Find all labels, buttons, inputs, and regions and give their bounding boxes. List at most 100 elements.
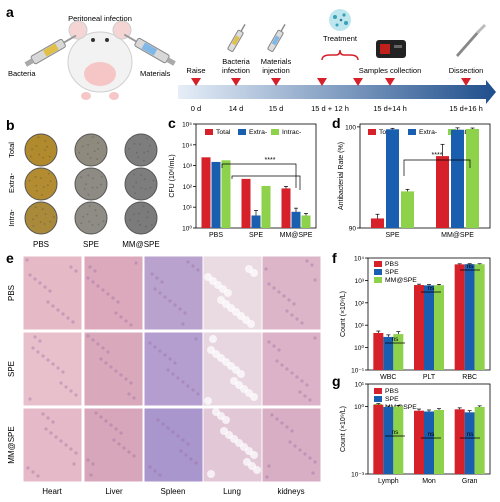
imaging-system-icon: [376, 40, 406, 58]
chart-c-legend-label-0: Total: [216, 129, 231, 136]
plate-dot-2-2-6: [142, 205, 145, 208]
tile-texture-1-1-10: [132, 396, 136, 400]
plate-dot-2-0-6: [34, 206, 37, 209]
tile-texture-0-0-6: [61, 312, 65, 316]
plate-dot-0-2-0: [143, 151, 146, 154]
chart-f-xtick-label-1: PLT: [423, 374, 436, 381]
tile-texture-1-1-4: [96, 342, 100, 346]
chart-g-bar-0-1: [383, 407, 394, 474]
chart-c-tick-label-3: 10²: [183, 184, 193, 191]
chart-c-legend-swatch-0: [205, 129, 213, 135]
tile-texture-1-1-5: [119, 373, 123, 377]
chart-c-tick-label-2: 10³: [183, 163, 193, 170]
tile-texture-2-0-7: [59, 439, 63, 443]
plate-dot-1-1-1: [91, 186, 94, 189]
chart-g-xtick-label-2: Gran: [462, 478, 478, 485]
timeline-marker-2: [271, 78, 281, 86]
tile-texture-1-2-4: [163, 353, 167, 357]
chart-c-bar-2-2: [301, 215, 311, 228]
chart-f-bar-1-0: [414, 285, 424, 370]
plate-dot-0-1-8: [97, 142, 99, 144]
tile-texture-0-1-9: [96, 284, 100, 288]
timeline-marker-0: [191, 78, 201, 86]
tile-texture-0-2-4: [150, 272, 154, 276]
tile-texture-0-3-8: [204, 273, 212, 281]
tile-texture-2-4-4: [308, 456, 312, 460]
tile-texture-1-0-2: [33, 335, 37, 339]
tile-texture-0-2-10: [186, 260, 190, 264]
step-label-bacteria-infection-2: infection: [222, 66, 250, 75]
plate-dot-1-1-8: [100, 175, 103, 178]
tile-texture-0-4-11: [290, 313, 294, 317]
timeline-marker-3: [317, 78, 327, 86]
histo-col-label-liver: Liver: [105, 487, 123, 496]
panel-label-d: d: [332, 115, 341, 131]
tile-texture-1-2-7: [181, 380, 185, 384]
tile-texture-2-1-13: [112, 438, 116, 442]
tile-texture-2-1-9: [122, 446, 126, 450]
chart-g-tick-label-2: 10⁻³: [351, 472, 365, 479]
chart-c-bar-2-0: [281, 188, 291, 228]
tile-texture-0-2-11: [158, 291, 162, 295]
tile-texture-2-1-6: [104, 419, 108, 423]
chart-f-sig-label-2: ns: [467, 263, 475, 270]
panel-a: a Peritoneal infection Bacteria M: [6, 4, 496, 113]
tile-texture-2-4-0: [267, 464, 271, 468]
chart-d-bar-0-2: [401, 191, 414, 228]
plate-dot-2-2-3: [129, 218, 132, 221]
tile-texture-1-2-10: [148, 341, 152, 345]
panel-c: c 10⁵ 10⁴ 10³ 10² 10¹ 10⁰ CFU (10⁶/mL) Total Ext…: [168, 115, 317, 239]
tile-texture-2-4-6: [303, 452, 307, 456]
plate-dot-0-1-2: [89, 157, 92, 159]
tile-texture-2-4-1: [290, 429, 294, 433]
tile-texture-2-4-13: [311, 471, 315, 475]
mouse-illustration: [67, 20, 133, 100]
chart-f-bar-0-2: [393, 334, 404, 370]
chart-f-sig-label-1: ns: [428, 285, 436, 292]
tile-texture-0-1-3: [111, 296, 115, 300]
tile-texture-2-0-5: [64, 443, 68, 447]
tile-texture-0-4-7: [300, 321, 304, 325]
agar-plate-2-1: [74, 201, 108, 235]
plate-dot-2-0-7: [41, 208, 44, 211]
tile-texture-1-2-0: [173, 361, 177, 365]
tile-texture-0-1-7: [101, 288, 105, 292]
plate-dot-1-0-9: [49, 180, 52, 183]
tile-texture-1-2-3: [191, 388, 195, 392]
day-label-14: 14 d: [229, 104, 244, 113]
tile-texture-1-4-7: [313, 336, 317, 340]
chart-g-bar-2-1: [464, 412, 475, 474]
plate-dot-0-0-5: [31, 148, 33, 151]
tile-texture-1-0-7: [46, 358, 50, 362]
tile-texture-2-2-0: [186, 442, 190, 446]
chart-g-tick-label-1: 10⁰: [354, 403, 364, 411]
tile-texture-2-3-7: [207, 470, 215, 478]
tile-texture-0-3-13: [217, 296, 225, 304]
histology-tile-0-0: [22, 255, 83, 331]
chart-f-tick-label-0: 10⁴: [354, 256, 364, 263]
plate-dot-2-1-1: [91, 223, 94, 226]
plate-dot-1-2-1: [140, 187, 143, 189]
tile-texture-2-2-10: [161, 422, 165, 426]
tile-texture-0-2-8: [191, 264, 195, 268]
plate-dot-0-1-1: [96, 158, 99, 161]
agar-plate-1-2: [124, 167, 158, 201]
tile-texture-2-4-12: [288, 440, 292, 444]
chart-c-tick-label-0: 10⁵: [182, 122, 192, 129]
chart-c-sig-label: ****: [265, 157, 276, 164]
chart-c-bar-1-2: [261, 185, 271, 228]
plate-dot-1-1-4: [85, 183, 87, 186]
tile-texture-2-1-8: [99, 415, 103, 419]
plate-dot-0-1-9: [97, 148, 99, 150]
plate-dot-2-1-6: [88, 205, 91, 207]
tile-texture-2-4-7: [275, 417, 279, 421]
panel-label-b: b: [6, 117, 15, 133]
histology-tile-2-2: [143, 407, 204, 483]
tile-texture-0-4-5: [305, 259, 309, 263]
tile-texture-2-0-13: [44, 427, 48, 431]
chart-f-tick-label-2: 10²: [355, 300, 365, 307]
plate-dot-0-0-2: [42, 156, 45, 159]
plate-dot-0-2-5: [133, 142, 136, 145]
tile-texture-0-4-10: [267, 282, 271, 286]
tile-texture-2-0-2: [46, 416, 50, 420]
